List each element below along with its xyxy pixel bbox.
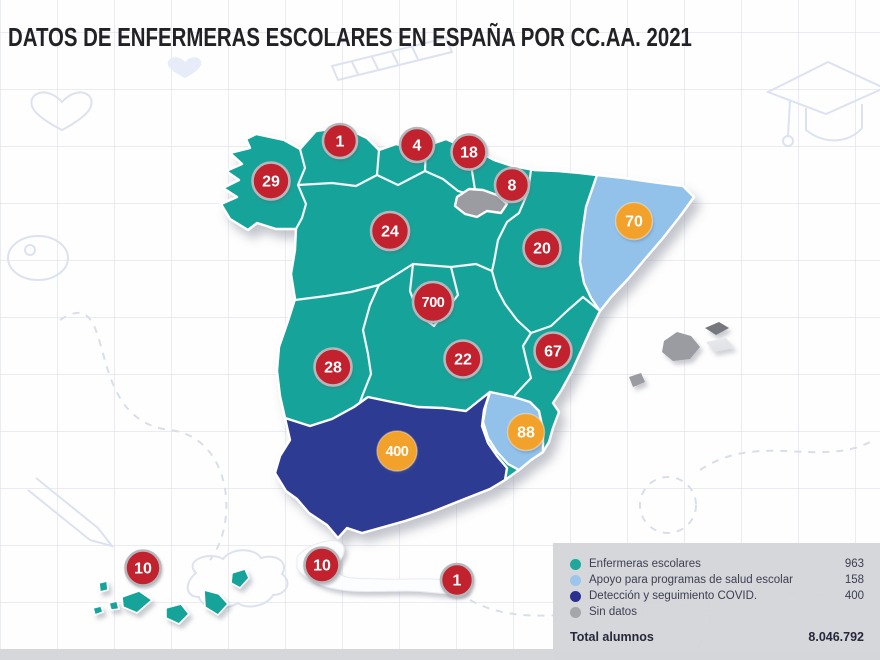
dashed-path-doodle [59, 311, 228, 561]
bottom-band [0, 649, 880, 660]
pencil-doodle-icon [27, 477, 115, 548]
island-tenerife [121, 590, 153, 614]
bubble-castilla-la-mancha: 22 [443, 339, 483, 379]
legend-value: 400 [844, 590, 864, 602]
heart-doodle-icon [30, 91, 93, 132]
legend-label: Sin datos [589, 606, 637, 618]
region-borders [293, 144, 602, 412]
island-fuerteventura [203, 589, 229, 616]
bubble-cataluna: 70 [614, 201, 654, 241]
cloud-doodle-icon [186, 549, 289, 609]
bubble-melilla: 1 [439, 562, 475, 598]
bubble-asturias: 1 [321, 122, 359, 160]
legend-label: Detección y seguimiento COVID. [589, 590, 758, 602]
svg-text:4: 4 [413, 138, 422, 155]
value-bubbles: 29 1 4 18 8 24 [124, 122, 654, 598]
peninsula-group [219, 125, 696, 540]
island-la-gomera [108, 600, 120, 611]
legend-dot-navy-icon [570, 590, 581, 602]
dashed-circle-doodle [639, 476, 697, 534]
legend-row-enfermeras: Enfermeras escolares 963 [570, 556, 864, 572]
svg-text:29: 29 [262, 174, 280, 191]
svg-text:1: 1 [336, 134, 345, 151]
bubble-pais-vasco: 18 [450, 133, 488, 171]
region-ceuta-melilla-strip [296, 540, 468, 595]
bubble-castilla-y-leon: 24 [369, 210, 411, 252]
region-canarias [92, 568, 250, 625]
bubble-extremadura: 28 [313, 347, 353, 387]
svg-text:24: 24 [381, 224, 399, 241]
region-madrid-outline [408, 262, 460, 328]
bubble-navarra: 8 [493, 166, 531, 204]
island-echo [706, 338, 734, 352]
legend-row-sin-datos: Sin datos [570, 604, 864, 620]
bubble-cantabria: 4 [398, 126, 436, 164]
dashed-path-doodle-3 [699, 439, 875, 471]
svg-text:18: 18 [460, 145, 478, 162]
svg-text:10: 10 [134, 561, 152, 578]
svg-text:10: 10 [313, 558, 331, 575]
heart-small-doodle-icon [167, 57, 202, 78]
svg-text:28: 28 [324, 360, 342, 377]
tassel-doodle-icon [782, 135, 794, 147]
region-baleares [629, 322, 734, 387]
legend-value: 158 [844, 574, 864, 586]
svg-text:20: 20 [533, 241, 551, 258]
legend-row-covid: Detección y seguimiento COVID. 400 [570, 588, 864, 604]
svg-text:22: 22 [454, 352, 472, 369]
legend-row-apoyo: Apoyo para programas de salud escolar 15… [570, 572, 864, 588]
legend-label: Enfermeras escolares [589, 558, 701, 570]
svg-text:400: 400 [386, 444, 409, 460]
legend: Enfermeras escolares 963 Apoyo para prog… [553, 543, 880, 660]
legend-dot-blue-icon [570, 574, 581, 586]
svg-text:70: 70 [625, 214, 643, 231]
graduation-cap-doodle-icon [765, 60, 880, 142]
island-la-palma [98, 580, 109, 593]
legend-total-row: Total alumnos 8.046.792 [570, 630, 864, 644]
notebook-doodle-icon [330, 36, 454, 82]
legend-total-label: Total alumnos [570, 630, 654, 644]
bubble-andalucia: 400 [376, 430, 418, 472]
bubble-galicia: 29 [251, 161, 291, 201]
island-gran-canaria [165, 603, 190, 625]
island-menorca [705, 322, 729, 335]
svg-text:8: 8 [508, 178, 517, 195]
svg-text:88: 88 [517, 425, 535, 442]
legend-dot-gray-icon [570, 606, 581, 618]
bubble-murcia: 88 [506, 412, 546, 452]
island-ibiza [629, 373, 645, 387]
bubble-madrid: 700 [411, 280, 455, 324]
island-lanzarote [230, 568, 250, 589]
svg-text:700: 700 [422, 295, 445, 311]
page-title: DATOS DE ENFERMERAS ESCOLARES EN ESPAÑA … [8, 24, 692, 52]
palette-doodle-icon [7, 235, 69, 281]
island-el-hierro [92, 605, 104, 616]
region-la-rioja [453, 187, 509, 219]
bubble-comunidad-valenciana: 67 [533, 331, 573, 371]
palette-hole-doodle-icon [24, 244, 36, 256]
svg-text:1: 1 [453, 573, 462, 590]
region-cataluna [578, 173, 696, 313]
legend-dot-teal-icon [570, 558, 581, 570]
bubble-ceuta: 10 [303, 546, 341, 584]
legend-total-value: 8.046.792 [808, 630, 864, 644]
bubble-aragon: 20 [522, 228, 562, 268]
island-mallorca [662, 332, 700, 361]
legend-label: Apoyo para programas de salud escolar [589, 574, 793, 586]
bubble-canarias: 10 [124, 549, 162, 587]
legend-value: 963 [844, 558, 864, 570]
svg-text:67: 67 [544, 344, 562, 361]
